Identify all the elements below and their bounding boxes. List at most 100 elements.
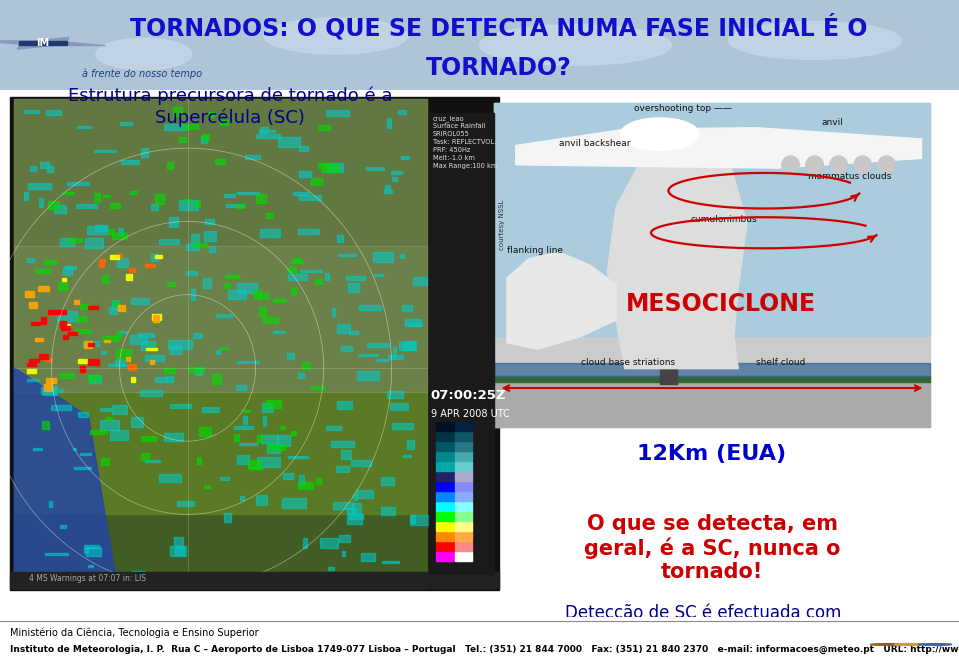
Bar <box>141 436 155 441</box>
Bar <box>224 194 235 197</box>
Bar <box>88 564 93 567</box>
Bar <box>200 136 207 143</box>
Bar <box>29 359 39 362</box>
Bar <box>60 373 74 378</box>
Bar <box>227 290 246 299</box>
Text: mammatus clouds: mammatus clouds <box>808 171 892 181</box>
Bar <box>436 542 454 552</box>
Bar <box>436 442 454 451</box>
Bar <box>289 274 307 280</box>
Bar <box>103 336 118 341</box>
Bar <box>436 462 454 471</box>
Bar <box>339 535 350 542</box>
Bar <box>169 217 177 227</box>
Bar <box>27 379 39 381</box>
Bar <box>436 502 454 511</box>
Bar <box>259 130 275 132</box>
Bar <box>326 426 341 430</box>
Bar <box>102 275 107 283</box>
Bar <box>291 261 303 263</box>
Bar <box>183 124 199 129</box>
Bar <box>360 305 381 310</box>
Bar <box>178 137 186 141</box>
Bar <box>358 354 378 356</box>
Text: IM: IM <box>36 38 50 48</box>
Bar <box>316 279 322 284</box>
Bar <box>494 382 930 427</box>
Bar <box>386 185 390 190</box>
Bar <box>269 444 285 450</box>
Ellipse shape <box>854 156 872 173</box>
Text: overshooting top ——: overshooting top —— <box>634 104 732 113</box>
Bar <box>170 404 191 408</box>
Bar <box>183 199 190 201</box>
Bar <box>146 355 164 361</box>
Bar <box>166 376 173 382</box>
Bar <box>112 233 127 239</box>
Bar <box>319 538 339 548</box>
Bar <box>402 155 409 159</box>
Bar <box>455 512 472 522</box>
Bar <box>245 155 260 159</box>
Bar <box>299 171 312 177</box>
Bar <box>494 103 930 427</box>
Bar <box>99 262 105 267</box>
Bar <box>10 97 499 590</box>
Bar <box>455 522 472 532</box>
Bar <box>318 163 332 167</box>
Text: Melt:-1.0 km: Melt:-1.0 km <box>433 155 475 161</box>
Bar <box>100 408 110 412</box>
Bar <box>131 298 150 304</box>
Bar <box>257 457 280 468</box>
Bar <box>112 300 119 309</box>
Polygon shape <box>0 37 105 49</box>
Bar <box>104 195 109 197</box>
Bar <box>129 335 147 344</box>
Bar <box>392 177 397 181</box>
Bar <box>35 269 50 273</box>
Bar <box>204 231 216 241</box>
Bar <box>402 305 412 311</box>
Bar <box>118 228 123 235</box>
Bar <box>45 553 67 555</box>
Bar <box>215 159 225 164</box>
Bar <box>216 314 232 317</box>
Polygon shape <box>14 368 117 588</box>
Text: cloud base striations: cloud base striations <box>581 358 675 367</box>
Bar <box>68 332 77 336</box>
Bar <box>120 121 131 125</box>
Bar <box>385 189 392 193</box>
Bar <box>173 107 181 116</box>
Bar <box>341 346 352 351</box>
Bar <box>455 432 472 441</box>
Bar <box>494 376 930 382</box>
Bar <box>277 436 291 446</box>
Bar <box>391 423 413 430</box>
Bar <box>100 259 105 261</box>
Bar <box>77 126 91 128</box>
Bar <box>101 351 106 354</box>
Bar <box>14 99 427 246</box>
Bar <box>51 405 71 410</box>
Text: Max Range:100 km: Max Range:100 km <box>433 163 497 169</box>
Bar <box>237 362 259 364</box>
Bar <box>273 299 286 302</box>
Bar <box>316 478 320 484</box>
Bar <box>436 492 454 501</box>
Bar <box>95 225 106 231</box>
Bar <box>116 350 131 359</box>
Bar <box>213 374 221 384</box>
Bar <box>25 291 35 297</box>
Bar <box>349 514 363 519</box>
Bar <box>110 430 129 440</box>
Bar <box>436 432 454 441</box>
Text: Surface Rainfall: Surface Rainfall <box>433 123 485 129</box>
Bar <box>455 502 472 511</box>
Circle shape <box>894 644 928 646</box>
Bar <box>158 239 179 244</box>
Bar <box>234 434 239 442</box>
Bar <box>44 384 53 390</box>
Bar <box>256 134 280 137</box>
Bar <box>353 494 357 500</box>
Bar <box>373 274 384 276</box>
